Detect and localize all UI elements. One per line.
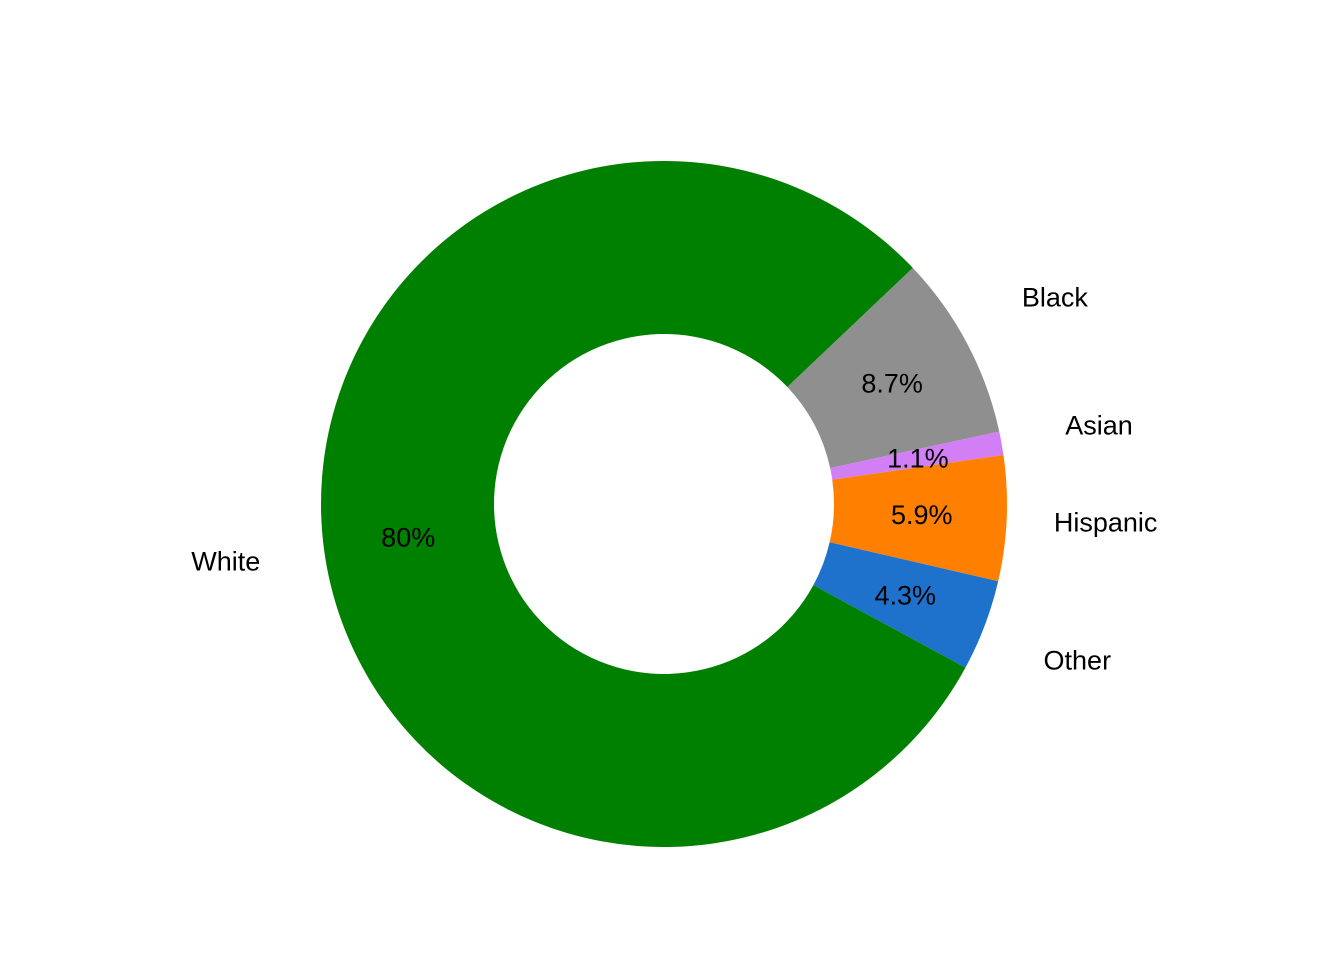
value-label-black: 8.7% [861,369,923,399]
donut-slices [321,160,1007,847]
slice-hispanic [829,454,1007,582]
slice-asian [830,431,1004,480]
donut-labels: 8.7% Black 1.1% Asian 5.9% Hispanic 4.3% Other 8… [191,283,1157,676]
category-label-other: Other [1044,646,1112,676]
slice-black [787,267,1000,469]
category-label-white: White [191,547,260,577]
slice-white [321,160,966,847]
value-label-other: 4.3% [874,580,936,610]
category-label-black: Black [1022,283,1089,313]
value-label-white: 80% [381,523,435,553]
slice-other [813,542,999,668]
category-label-asian: Asian [1065,411,1133,441]
value-label-hispanic: 5.9% [891,500,953,530]
value-label-asian: 1.1% [887,443,949,473]
category-label-hispanic: Hispanic [1054,508,1158,538]
